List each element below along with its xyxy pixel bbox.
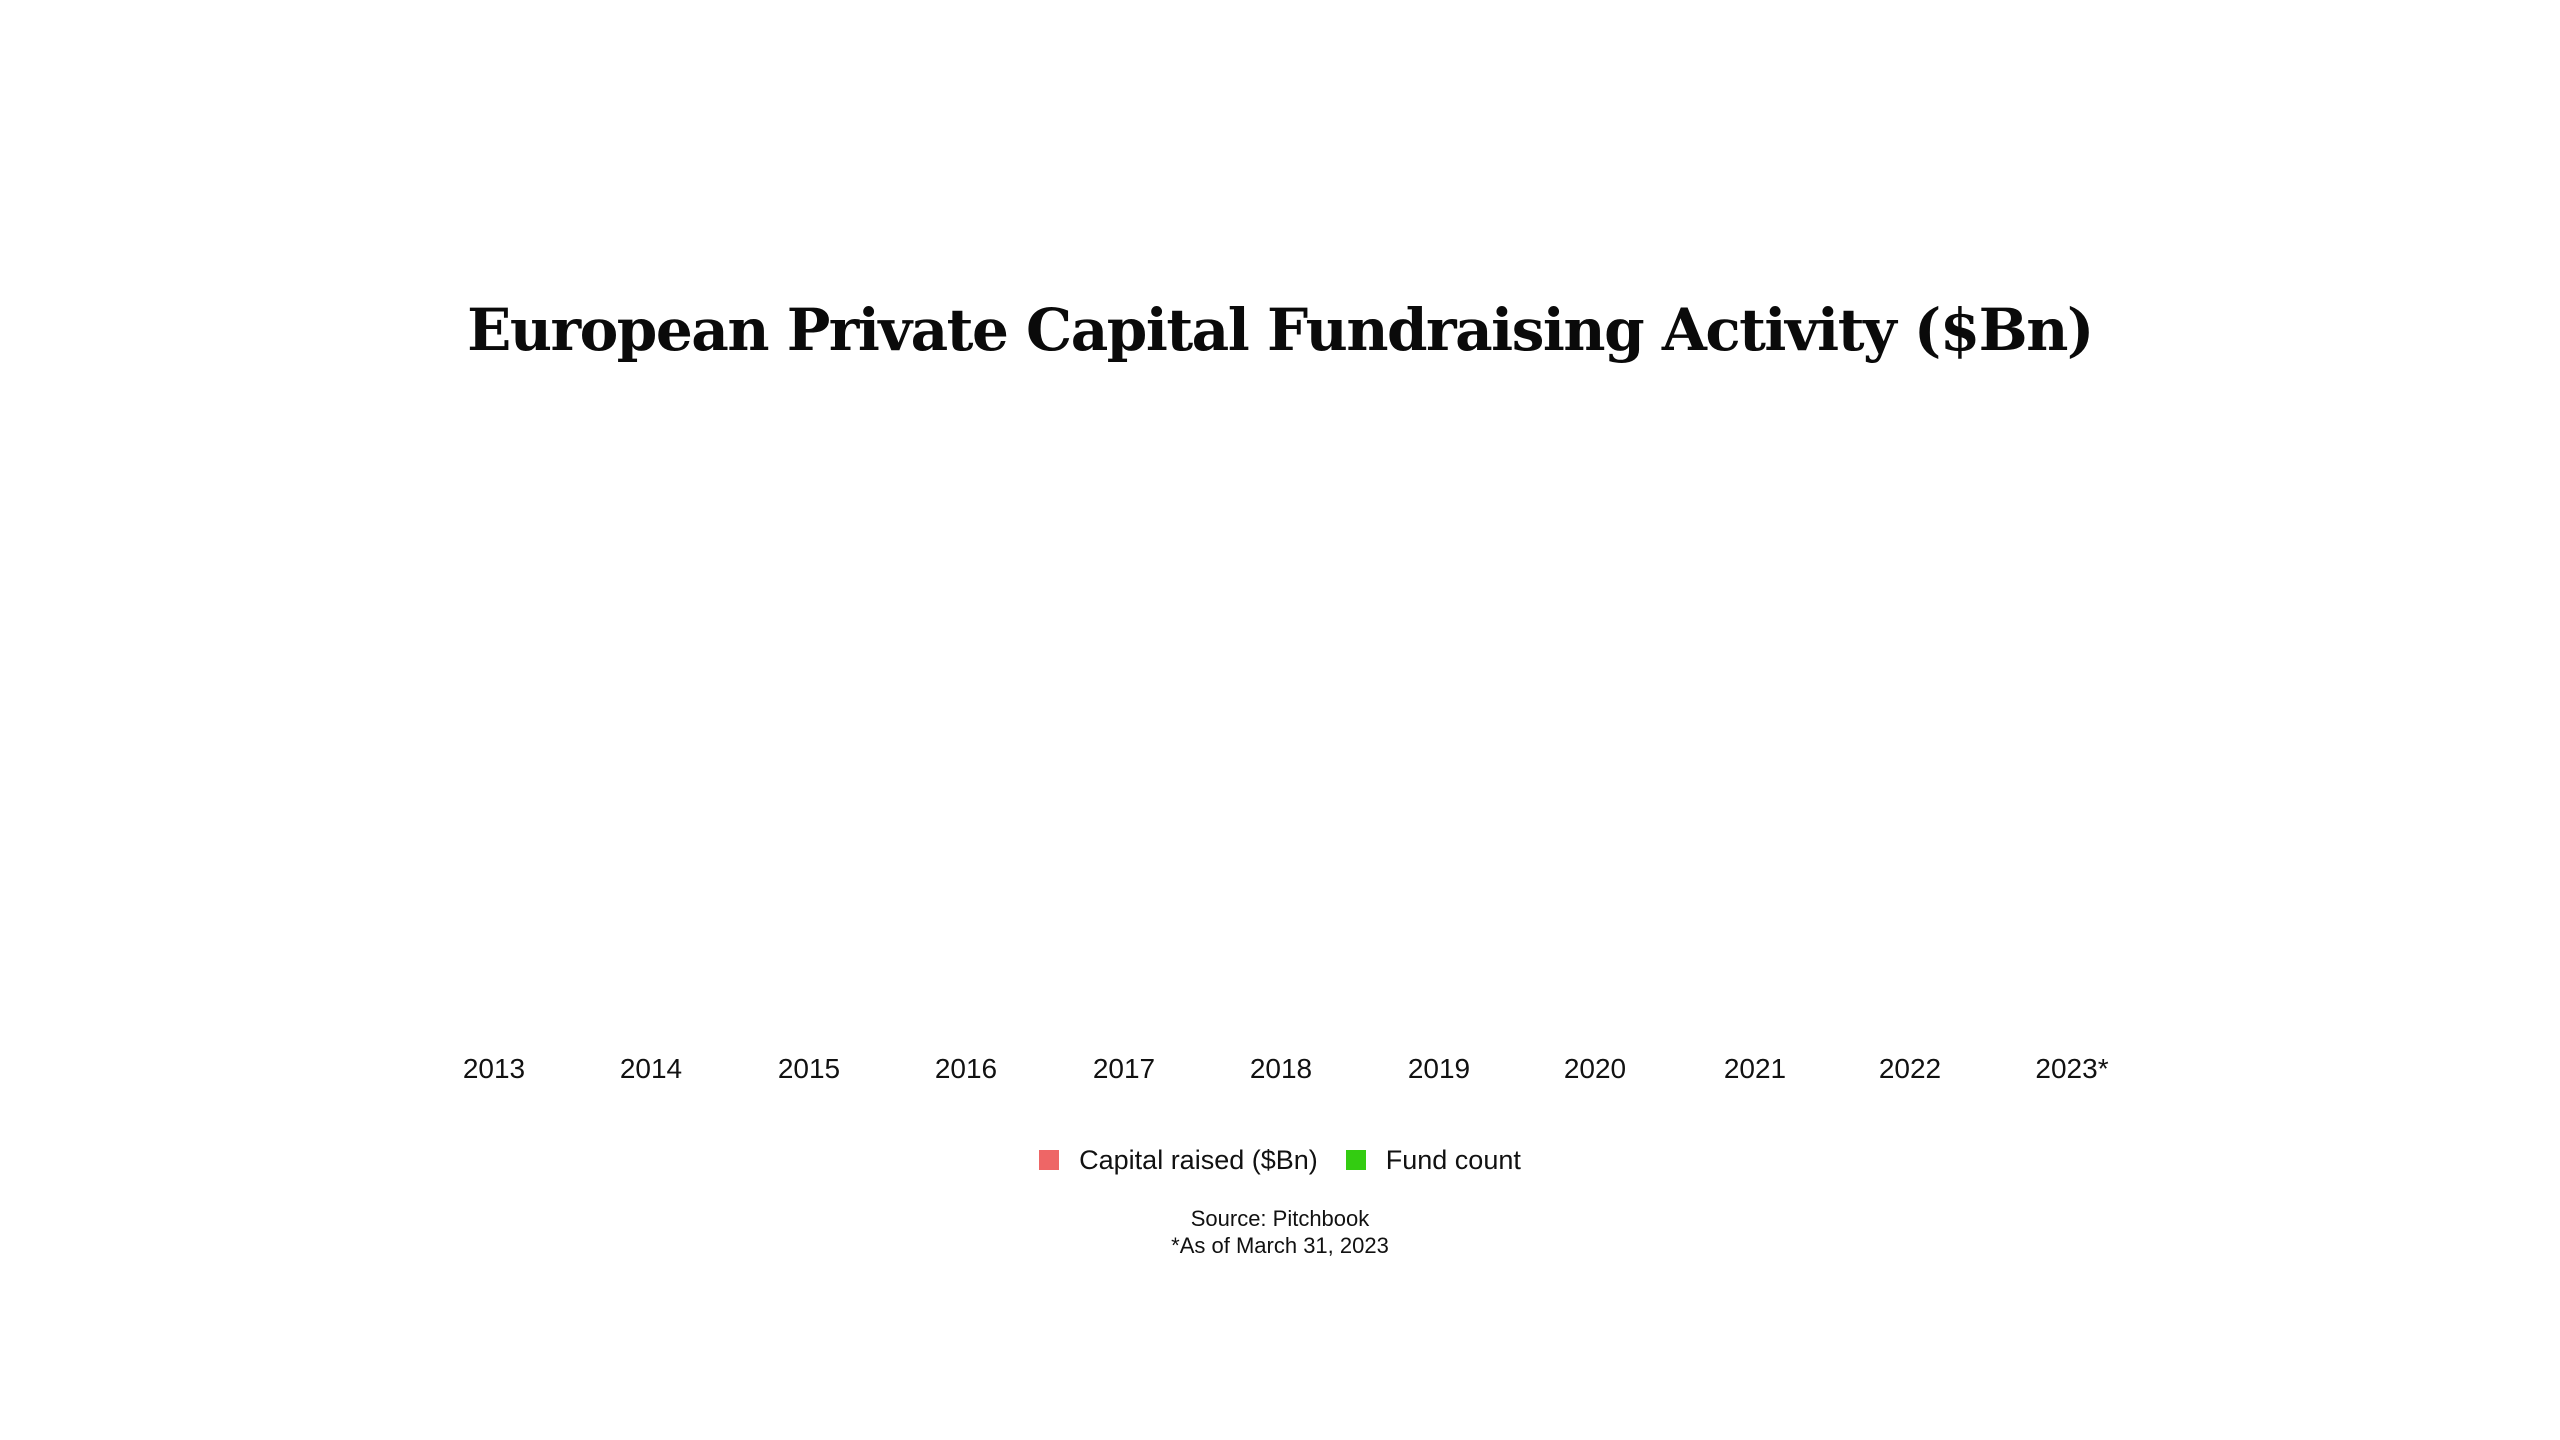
x-tick-label: 2015: [777, 1053, 841, 1084]
x-tick-label: 2021: [1723, 1053, 1787, 1084]
x-tick-label: 2014: [619, 1053, 683, 1084]
source-note: Source: Pitchbook *As of March 31, 2023: [0, 1205, 2560, 1259]
chart-title: European Private Capital Fundraising Act…: [467, 296, 2094, 364]
x-tick-label: 2019: [1407, 1053, 1471, 1084]
legend-label: Capital raised ($Bn): [1079, 1144, 1318, 1175]
x-tick-label: 2023*: [2035, 1053, 2109, 1084]
x-tick-label: 2016: [934, 1053, 998, 1084]
legend: Capital raised ($Bn) Fund count: [0, 1140, 2560, 1180]
x-tick-label: 2013: [462, 1053, 526, 1084]
x-tick-label: 2022: [1878, 1053, 1942, 1084]
legend-swatch-green: [1345, 1150, 1366, 1170]
date-note: *As of March 31, 2023: [1171, 1233, 1389, 1258]
plot-area: [420, 420, 2140, 1030]
x-tick-label: 2018: [1249, 1053, 1313, 1084]
x-tick-label: 2020: [1563, 1053, 1627, 1084]
source-text: Source: Pitchbook: [1190, 1206, 1370, 1231]
legend-item-fund-count[interactable]: Fund count: [1345, 1144, 1521, 1176]
x-axis: 2013 2014 2015 2016 2017 2018 2019 2020 …: [0, 1052, 2560, 1092]
legend-item-capital-raised[interactable]: Capital raised ($Bn): [1039, 1145, 1318, 1176]
legend-swatch-red: [1039, 1150, 1060, 1170]
x-tick-label: 2017: [1092, 1053, 1156, 1084]
legend-label: Fund count: [1385, 1144, 1521, 1175]
